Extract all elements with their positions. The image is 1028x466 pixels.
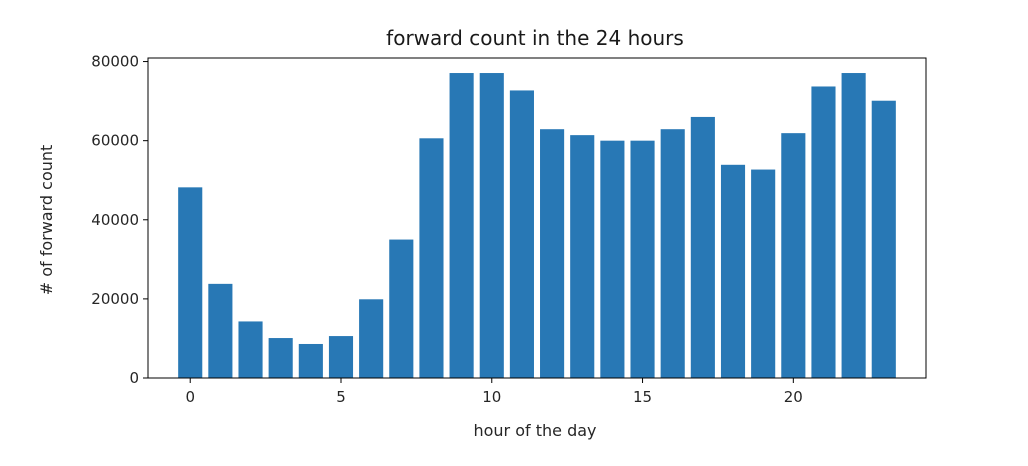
bar-hour-9 — [449, 73, 474, 378]
bar-hour-22 — [841, 73, 866, 378]
bar-hour-1 — [208, 283, 233, 378]
y-axis-ticks: 0 20000 40000 60000 80000 — [91, 53, 148, 387]
y-tick-label: 60000 — [91, 132, 139, 150]
bar-hour-4 — [298, 343, 323, 378]
y-tick-label: 80000 — [91, 53, 139, 71]
y-axis-label: # of forward count — [37, 145, 56, 296]
plot-frame — [147, 57, 927, 379]
bar-hour-19 — [751, 169, 776, 378]
bar-hour-12 — [540, 129, 565, 378]
x-tick-label: 20 — [784, 388, 803, 406]
bar-hour-20 — [781, 133, 806, 378]
bar-hour-16 — [660, 129, 685, 378]
bar-hour-15 — [630, 140, 655, 378]
y-tick-label: 20000 — [91, 290, 139, 308]
bar-hour-3 — [268, 338, 293, 378]
chart-title: forward count in the 24 hours — [386, 26, 684, 50]
x-tick-label: 10 — [482, 388, 501, 406]
bar-hour-5 — [328, 336, 354, 378]
bar-hour-23 — [871, 100, 896, 378]
bar-hour-7 — [389, 239, 414, 378]
x-tick-label: 5 — [336, 388, 346, 406]
x-axis-ticks: 0 5 10 15 20 — [185, 378, 803, 406]
bar-hour-0 — [178, 187, 203, 378]
bar-hour-17 — [690, 116, 715, 378]
y-tick-label: 0 — [129, 369, 139, 387]
bar-hour-14 — [600, 140, 625, 378]
x-tick-label: 15 — [633, 388, 652, 406]
bar-hour-6 — [359, 299, 384, 378]
bar-hour-10 — [479, 73, 504, 378]
bar-hour-21 — [811, 86, 836, 378]
bar-hour-11 — [509, 90, 534, 378]
bars-group — [178, 73, 896, 378]
y-tick-label: 40000 — [91, 211, 139, 229]
bar-hour-2 — [238, 321, 263, 378]
x-tick-label: 0 — [185, 388, 195, 406]
bar-hour-13 — [570, 135, 595, 378]
bar-hour-8 — [419, 138, 444, 378]
bar-hour-18 — [720, 164, 746, 378]
x-axis-label: hour of the day — [473, 421, 596, 440]
